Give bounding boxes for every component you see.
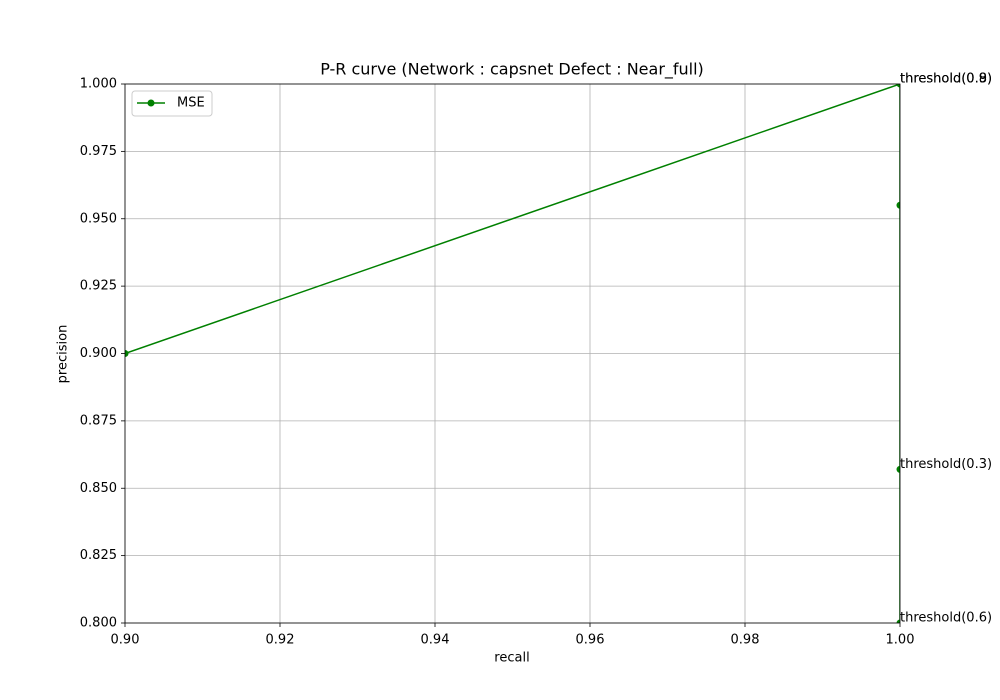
y-tick-label: 0.975 <box>80 144 117 159</box>
y-tick-label: 0.825 <box>80 548 117 563</box>
axes-frame <box>124 83 901 624</box>
data-point <box>896 619 900 623</box>
annotation: threshold(0.9) <box>900 72 992 87</box>
x-tick-label: 1.00 <box>886 633 915 648</box>
legend-box <box>131 90 213 117</box>
y-tick-label: 0.900 <box>80 346 117 361</box>
legend-marker <box>147 99 155 107</box>
legend: MSE <box>131 90 213 117</box>
annotation: threshold(0.8) <box>900 72 992 87</box>
annotation: threshold(0.3) <box>900 457 992 472</box>
x-tick-label: 0.92 <box>266 633 295 648</box>
y-tick-label: 0.950 <box>80 211 117 226</box>
data-point <box>896 201 900 209</box>
x-tick-label: 0.96 <box>576 633 605 648</box>
x-tick-label: 0.94 <box>421 633 450 648</box>
legend-label: MSE <box>177 96 205 111</box>
data-point <box>896 84 900 88</box>
plot-area <box>125 84 900 623</box>
data-line <box>125 84 900 623</box>
y-tick-label: 0.925 <box>80 279 117 294</box>
y-axis-label: precision <box>56 325 71 384</box>
y-tick-label: 0.875 <box>80 413 117 428</box>
annotation: threshold(0.6) <box>900 611 992 626</box>
y-tick-label: 0.850 <box>80 481 117 496</box>
x-tick-label: 0.98 <box>731 633 760 648</box>
x-axis-label: recall <box>494 651 529 666</box>
x-tick-label: 0.90 <box>111 633 140 648</box>
data-point <box>896 465 900 473</box>
y-tick-label: 1.000 <box>80 77 117 92</box>
y-tick-label: 0.800 <box>80 616 117 631</box>
data-point <box>125 350 129 357</box>
chart-title: P-R curve (Network : capsnet Defect : Ne… <box>320 60 704 80</box>
